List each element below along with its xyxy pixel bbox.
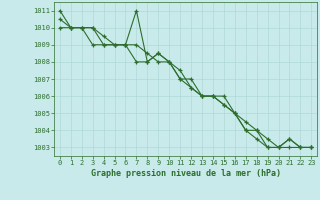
X-axis label: Graphe pression niveau de la mer (hPa): Graphe pression niveau de la mer (hPa): [91, 169, 281, 178]
